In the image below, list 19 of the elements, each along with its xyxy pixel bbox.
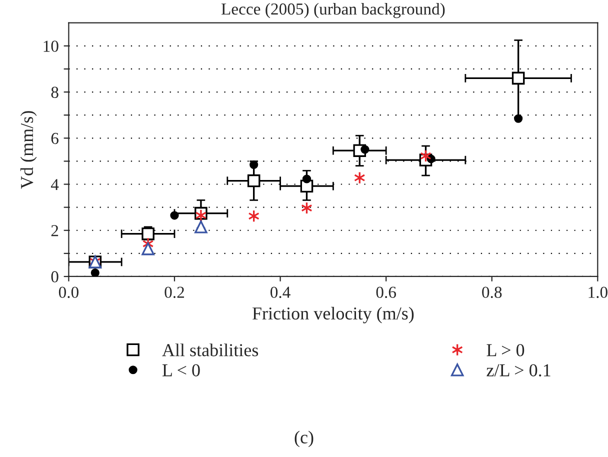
legend-label: All stabilities (162, 344, 258, 356)
y-tick-label: 2 (51, 225, 58, 236)
x-axis-title: Friction velocity (m/s) (252, 306, 414, 324)
y-tick-label: 4 (50, 179, 59, 190)
x-tick-label: 0.4 (270, 286, 290, 298)
legend-label: z/L > 0.1 (486, 364, 550, 376)
y-tick-label: 10 (44, 40, 58, 52)
legend-label: L < 0 (162, 364, 200, 376)
x-tick-label: 1.0 (588, 286, 608, 298)
y-tick-label: 8 (51, 86, 58, 98)
x-tick-label: 0.2 (164, 286, 184, 298)
y-tick-label: 0 (51, 271, 58, 282)
y-axis-title: Vd (mm/s) (20, 111, 37, 189)
x-tick-label: 0.8 (482, 286, 502, 298)
text: (c) (294, 430, 314, 448)
x-tick-label: 0.0 (58, 286, 78, 298)
x-tick-label: 0.6 (376, 286, 396, 298)
chart-title: Lecce (2005) (urban background) (221, 2, 445, 18)
y-tick-label: 6 (51, 132, 58, 144)
